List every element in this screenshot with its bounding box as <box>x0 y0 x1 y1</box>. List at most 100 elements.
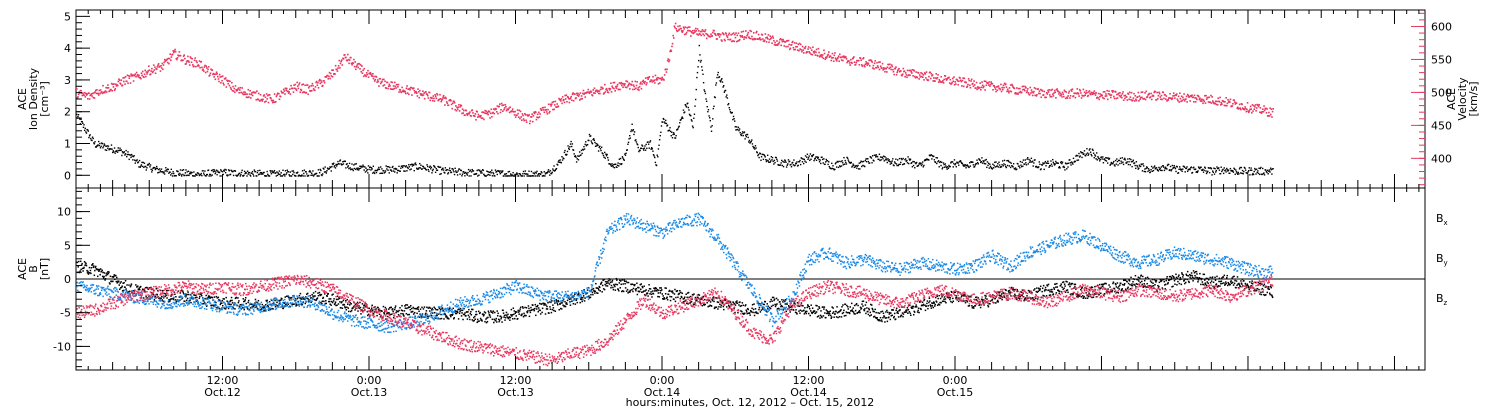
velocity-point <box>792 46 795 49</box>
density-point <box>666 125 668 127</box>
velocity-point <box>505 105 507 108</box>
density-point <box>455 170 457 172</box>
density-point <box>93 143 96 145</box>
density-point <box>80 118 82 121</box>
velocity-point <box>264 101 266 103</box>
bx-point <box>439 308 442 311</box>
density-point <box>817 157 819 159</box>
density-point <box>384 170 387 172</box>
velocity-point <box>905 74 908 76</box>
density-point <box>944 166 946 168</box>
velocity-point <box>887 63 890 66</box>
velocity-point <box>677 25 679 28</box>
velocity-point <box>1075 92 1078 95</box>
velocity-point <box>472 112 474 114</box>
density-point <box>1023 163 1026 165</box>
density-point <box>225 169 227 171</box>
bx-point <box>200 293 203 295</box>
density-point <box>538 173 540 175</box>
velocity-point <box>1058 91 1061 94</box>
velocity-point <box>848 62 851 64</box>
density-point <box>348 167 350 170</box>
velocity-point <box>665 71 668 73</box>
bx-point <box>234 308 236 310</box>
density-point <box>140 164 143 166</box>
velocity-point <box>671 45 673 48</box>
velocity-point <box>262 98 264 101</box>
density-point <box>768 161 770 164</box>
density-point <box>923 159 926 162</box>
velocity-point <box>598 90 601 92</box>
velocity-point <box>163 61 165 64</box>
bx-point <box>346 298 349 301</box>
bx-point <box>356 305 358 307</box>
density-point <box>127 151 129 153</box>
velocity-point <box>693 29 696 32</box>
bx-point <box>76 261 78 264</box>
density-point <box>104 149 107 151</box>
density-point <box>1042 163 1045 165</box>
density-point <box>575 156 577 158</box>
density-point <box>1099 158 1102 161</box>
bx-point <box>217 296 220 299</box>
density-point <box>635 141 638 143</box>
bx-point <box>130 283 133 285</box>
velocity-point <box>355 66 358 68</box>
density-point <box>575 161 578 163</box>
velocity-point <box>1046 93 1049 95</box>
velocity-point <box>690 35 692 37</box>
velocity-point <box>1005 83 1007 85</box>
density-point <box>199 174 202 176</box>
velocity-point <box>264 96 267 98</box>
bx-point <box>503 314 506 317</box>
density-point <box>164 170 166 172</box>
density-point <box>611 164 614 167</box>
density-point <box>143 162 146 164</box>
velocity-point <box>722 32 725 35</box>
velocity-point <box>128 77 131 80</box>
bx-point <box>463 307 465 310</box>
density-point <box>1174 167 1177 170</box>
velocity-series <box>76 22 1274 125</box>
bx-point <box>514 312 517 315</box>
density-point <box>1058 165 1061 168</box>
density-point <box>424 167 426 170</box>
bx-point <box>347 307 350 309</box>
density-point <box>1105 156 1107 159</box>
density-point <box>760 156 763 158</box>
velocity-point <box>1270 108 1273 110</box>
density-point <box>76 113 78 116</box>
velocity-point <box>337 67 339 69</box>
density-point <box>260 173 262 175</box>
density-point <box>1135 167 1137 170</box>
density-point <box>1186 170 1189 173</box>
bx-point <box>549 308 552 310</box>
velocity-point <box>159 70 162 72</box>
velocity-point <box>499 103 501 105</box>
velocity-point <box>1116 93 1118 96</box>
bx-point <box>419 308 422 310</box>
velocity-point <box>639 83 642 85</box>
velocity-point <box>120 79 123 81</box>
density-point <box>699 61 702 63</box>
velocity-point <box>1094 92 1096 95</box>
density-point <box>375 169 377 172</box>
density-point <box>178 174 180 176</box>
density-point <box>296 172 298 174</box>
density-point <box>217 170 219 172</box>
density-point <box>1222 172 1225 175</box>
density-point <box>210 169 213 172</box>
density-point <box>887 158 889 160</box>
density-point <box>1242 173 1244 175</box>
velocity-point <box>362 69 364 72</box>
bx-point <box>149 298 151 300</box>
velocity-point <box>187 55 189 58</box>
density-point <box>834 168 836 171</box>
bx-point <box>515 310 517 313</box>
bx-point <box>454 312 457 315</box>
density-point <box>935 156 937 159</box>
velocity-point <box>643 81 645 84</box>
velocity-point <box>196 65 199 67</box>
density-point <box>431 172 433 174</box>
velocity-point <box>314 86 317 88</box>
